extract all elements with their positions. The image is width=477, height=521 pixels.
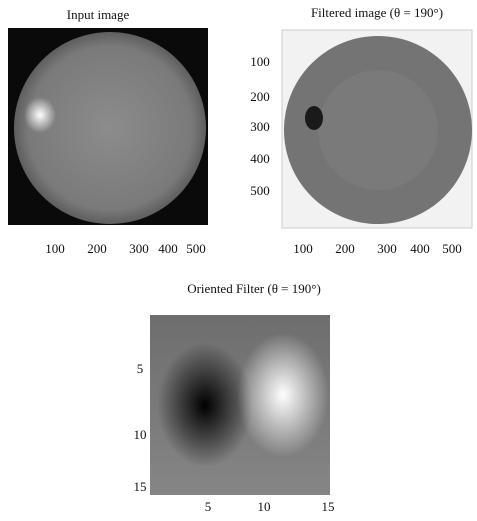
x-tick-label: 100 [293,241,313,256]
y-tick-label: 300 [250,119,270,134]
y-tick-label: 400 [250,151,270,166]
y-tick-label: 15 [134,479,147,494]
y-tick-label: 5 [137,361,144,376]
y-tick-label: 200 [250,89,270,104]
x-tick-label: 5 [205,499,212,514]
panel-title: Filtered image (θ = 190°) [311,5,443,20]
x-tick-label: 400 [410,241,430,256]
x-tick-label: 200 [335,241,355,256]
x-tick-label: 15 [322,499,335,514]
fundus-center [318,70,438,190]
x-tick-label: 200 [87,241,107,256]
x-tick-label: 300 [377,241,397,256]
figure: Input image 100 200 300 400 500 Filtered… [0,0,477,516]
y-tick-label: 10 [134,427,147,442]
positive-lobe [237,333,329,457]
x-tick-label: 300 [129,241,149,256]
dark-spot [305,106,323,130]
x-tick-label: 100 [45,241,65,256]
x-tick-label: 500 [186,241,206,256]
x-tick-label: 400 [158,241,178,256]
x-tick-label: 500 [442,241,462,256]
y-tick-label: 500 [250,183,270,198]
x-tick-label: 10 [258,499,271,514]
panel-title: Oriented Filter (θ = 190°) [187,281,321,296]
panel-title: Input image [67,7,130,22]
optic-disc [24,97,56,133]
y-tick-label: 100 [250,54,270,69]
